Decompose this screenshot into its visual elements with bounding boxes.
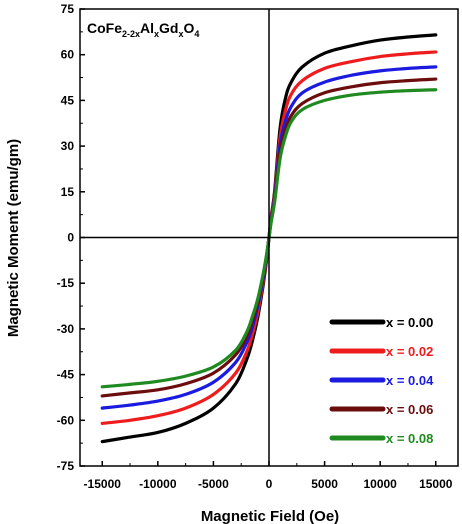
x-tick-label: -10000 [139, 477, 177, 491]
x-tick-label: 15000 [419, 477, 453, 491]
y-tick-label: 30 [61, 139, 75, 153]
legend-label-1: x = 0.00 [386, 315, 433, 330]
y-tick-label: -15 [57, 276, 75, 290]
y-tick-label: -75 [57, 459, 75, 473]
formula-subscript: 2-2x [122, 29, 140, 39]
y-tick-label: -60 [57, 413, 75, 427]
y-tick-label: 0 [67, 231, 74, 245]
x-tick-label: -5000 [198, 477, 229, 491]
composition-formula: CoFe2-2xAlxGdxO4 [87, 20, 199, 39]
legend-label-3: x = 0.04 [386, 373, 434, 388]
x-tick-label: 10000 [363, 477, 397, 491]
axes-layer [79, 8, 459, 467]
y-tick-label: 75 [61, 2, 75, 16]
y-tick-label: 15 [61, 185, 75, 199]
y-tick-label: 60 [61, 48, 75, 62]
formula-subscript: x [178, 29, 183, 39]
legend-label-4: x = 0.06 [386, 402, 433, 417]
formula-text: O [184, 20, 195, 36]
y-axis-title: Magnetic Moment (emu/gm) [5, 139, 22, 337]
formula-text: CoFe [87, 20, 122, 36]
x-tick-label: 5000 [311, 477, 338, 491]
legend-label-2: x = 0.02 [386, 344, 433, 359]
x-axis-title: Magnetic Field (Oe) [201, 508, 339, 524]
ticks-layer: -75 -60 -45 -30 -15 0 15 30 45 60 75 -15000 -10000 -5… [57, 2, 453, 491]
x-tick-label: -15000 [84, 477, 122, 491]
formula-text: Gd [159, 20, 178, 36]
formula-subscript: 4 [194, 29, 199, 39]
legend: x = 0.00 x = 0.02 x = 0.04 x = 0.06 x = 0.08 [329, 315, 434, 446]
y-tick-label: 45 [61, 93, 75, 107]
x-tick-label: 0 [266, 477, 273, 491]
y-tick-label: -30 [57, 322, 75, 336]
y-tick-label: -45 [57, 368, 75, 382]
formula-subscript: x [154, 29, 159, 39]
formula-text: Al [140, 20, 154, 36]
legend-label-5: x = 0.08 [386, 431, 433, 446]
